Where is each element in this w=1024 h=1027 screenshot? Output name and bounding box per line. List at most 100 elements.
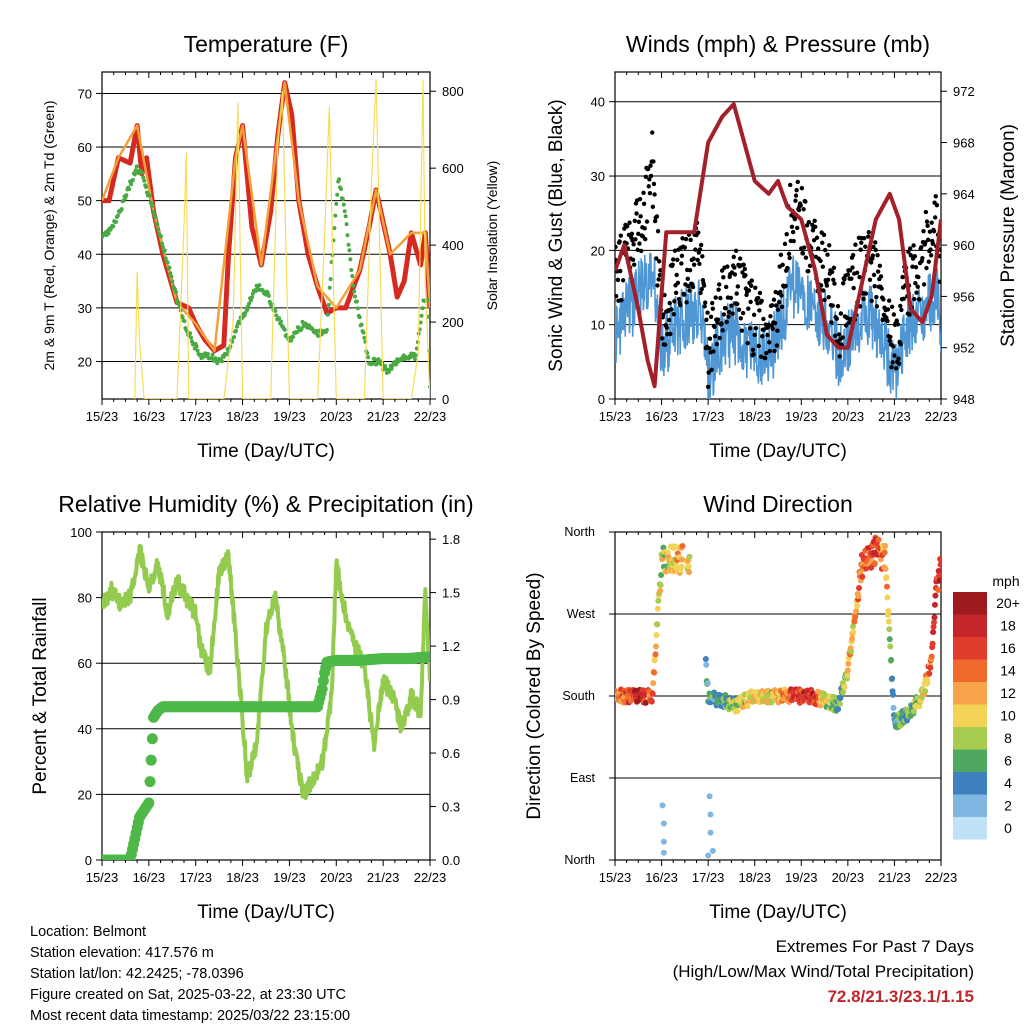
winds-gust-point <box>648 163 653 168</box>
humidity-xlabel: Time (Day/UTC) <box>197 902 335 923</box>
humidity-ytick-label: 80 <box>78 591 92 606</box>
winds-series-group <box>615 102 941 399</box>
latlon-text: Station lat/lon: 42.2425; -78.0396 <box>30 966 244 982</box>
temperature-2m-td-point <box>420 306 425 311</box>
temperature-2m-td-point <box>328 277 333 282</box>
winds-gust-point <box>795 225 800 231</box>
temperature-2m-td-point <box>335 192 340 197</box>
winds-gust-point <box>803 199 808 204</box>
wind_direction-direction-point <box>703 661 710 668</box>
winds-gust-point <box>912 254 918 259</box>
temperature-2m-td-point <box>294 330 299 335</box>
temperature-2m-td-point <box>155 222 160 227</box>
wind_direction-direction-point <box>856 584 863 591</box>
wind_direction-direction-point <box>936 572 941 579</box>
temperature-2m-td-point <box>159 234 164 239</box>
winds-gust-point <box>838 311 844 316</box>
wind_direction-colorbar-swatch <box>953 794 987 817</box>
temperature-2m-td-point <box>106 231 111 236</box>
winds-gust-point <box>795 179 800 185</box>
winds-gust-point <box>740 310 746 316</box>
wind_direction-ytick-label: South <box>562 689 595 703</box>
wind_direction-direction-point <box>882 565 889 572</box>
winds-gust-point <box>845 315 850 321</box>
winds-gust-point <box>714 341 720 347</box>
winds-gust-point <box>930 241 936 246</box>
temperature-2m-td-point <box>337 177 342 182</box>
wind_direction-direction-point <box>651 669 658 676</box>
wind_direction-colorbar-label: 12 <box>1000 685 1016 701</box>
winds-gust-point <box>705 310 710 315</box>
winds-gust-point <box>633 237 638 242</box>
winds-gust-point <box>818 258 823 264</box>
winds-gust-point <box>807 263 813 268</box>
wind_direction-direction-point <box>704 680 711 687</box>
winds-ytick-label: 20 <box>591 243 605 258</box>
winds-gust-point <box>679 261 684 266</box>
winds-gust-point <box>717 282 722 287</box>
winds-gust-point <box>691 256 696 261</box>
wind_direction-colorbar-swatch <box>953 817 987 840</box>
wind_direction-direction-point <box>853 608 860 615</box>
winds-gust-point <box>893 366 899 371</box>
wind_direction-colorbar-label: 2 <box>1004 798 1012 814</box>
winds-ylabel: Sonic Wind & Gust (Blue, Black) <box>546 99 567 371</box>
wind_direction-direction-point <box>910 708 917 715</box>
winds-gust-point <box>712 324 717 329</box>
temperature-2m-td-point <box>219 359 224 364</box>
winds-gust-point <box>678 302 683 308</box>
winds-ytick-right-label: 964 <box>953 187 975 202</box>
winds-gust-point <box>701 283 707 288</box>
winds-gust-point <box>661 312 666 317</box>
winds-gust-point <box>756 295 761 301</box>
temperature-2m-td-point <box>334 201 339 206</box>
winds-gust-point <box>720 328 725 333</box>
winds-gust-point <box>889 304 895 309</box>
winds-gust-point <box>654 256 659 261</box>
temperature-2m-td-point <box>325 312 330 317</box>
temperature-2m-td-point <box>341 202 346 207</box>
winds-gust-point <box>642 226 647 231</box>
wind_direction-xtick-label: 18/23 <box>738 870 771 885</box>
winds-gust-point <box>707 336 713 341</box>
winds-gust-point <box>648 173 654 179</box>
winds-gust-point <box>929 220 934 225</box>
winds-gust-point <box>699 286 704 292</box>
winds-gust-point <box>673 290 679 296</box>
wind_direction-colorbar-label: 14 <box>1000 663 1016 679</box>
temperature-2m-td-point <box>366 355 371 360</box>
winds-gust-point <box>822 247 828 253</box>
temperature-2m-td-point <box>130 178 135 183</box>
winds-gust-point <box>832 333 838 339</box>
temperature-2m-td-point <box>159 241 164 246</box>
temperature-2m-td-point <box>188 331 193 336</box>
humidity-ytick-right-label: 1.2 <box>442 639 460 654</box>
wind_direction-direction-point <box>657 587 664 594</box>
winds-gust-point <box>873 240 878 245</box>
winds-gust-point <box>895 322 901 327</box>
wind_direction-direction-point <box>936 577 941 584</box>
winds-gust-point <box>913 281 918 286</box>
wind_direction-direction-point <box>932 592 939 599</box>
created-text: Figure created on Sat, 2025-03-22, at 23… <box>30 987 346 1003</box>
wind_direction-colorbar-swatch <box>953 704 987 727</box>
winds-gust-point <box>859 240 864 245</box>
winds-gust-point <box>925 237 931 242</box>
wind_direction-ytick-label: North <box>564 525 595 539</box>
wind_direction-colorbar-label: 6 <box>1004 753 1012 769</box>
winds-gust-point <box>861 235 867 241</box>
wind_direction-direction-point <box>679 543 686 550</box>
winds-gust-point <box>875 252 880 258</box>
winds-gust-point <box>716 287 721 292</box>
winds-gust-point <box>834 316 839 321</box>
wind_direction-direction-point <box>654 621 661 628</box>
winds-gust-point <box>800 251 806 256</box>
winds-gust-point <box>721 275 726 280</box>
winds-xtick-label: 18/23 <box>738 409 771 424</box>
winds-gust-point <box>854 270 860 275</box>
temperature-2m-td-point <box>291 334 296 339</box>
temperature-2m-td-point <box>114 219 119 224</box>
wind_direction-direction-point <box>707 829 714 836</box>
winds-gust-point <box>790 229 796 235</box>
winds-gust-point <box>891 344 896 349</box>
